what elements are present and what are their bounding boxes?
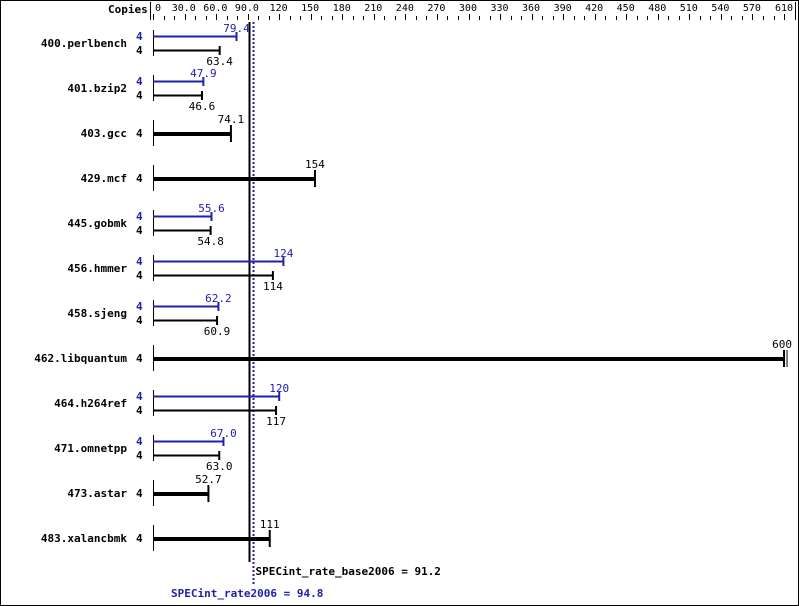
copies-base: 4: [136, 224, 143, 237]
base-value-label: 60.9: [204, 325, 231, 338]
benchmark-label: 464.h264ref: [54, 397, 127, 410]
benchmark-label: 473.astar: [67, 487, 127, 500]
base-value-label: 63.4: [206, 55, 233, 68]
benchmark-label: 400.perlbench: [41, 37, 127, 50]
copies-peak: 4: [136, 255, 143, 268]
base-value-label: 114: [263, 280, 283, 293]
base-summary-label: SPECint_rate_base2006 = 91.2: [256, 565, 441, 578]
benchmark-label: 403.gcc: [81, 127, 127, 140]
copies-base: 4: [136, 487, 143, 500]
benchmark-label: 458.sjeng: [67, 307, 127, 320]
copies-peak: 4: [136, 435, 143, 448]
tick-label: 360: [522, 3, 540, 14]
copies-base: 4: [136, 532, 143, 545]
tick-label: 180: [333, 3, 351, 14]
peak-value-label: 124: [273, 247, 293, 260]
peak-value-label: 67.0: [210, 427, 237, 440]
tick-label: 150: [301, 3, 319, 14]
copies-base: 4: [136, 352, 143, 365]
tick-label: 480: [648, 3, 666, 14]
tick-label: 300: [459, 3, 477, 14]
base-value-label: 46.6: [189, 100, 216, 113]
tick-label: 60.0: [203, 3, 227, 14]
tick-label: 450: [617, 3, 635, 14]
tick-label: 390: [554, 3, 572, 14]
copies-base: 4: [136, 172, 143, 185]
benchmark-label: 429.mcf: [81, 172, 127, 185]
base-value-label: 154: [305, 158, 325, 171]
benchmark-label: 462.libquantum: [34, 352, 127, 365]
tick-label: 210: [364, 3, 382, 14]
copies-base: 4: [136, 127, 143, 140]
base-value-label: 111: [260, 518, 280, 531]
copies-base: 4: [136, 449, 143, 462]
peak-value-label: 47.9: [190, 67, 217, 80]
tick-label: 510: [680, 3, 698, 14]
copies-base: 4: [136, 269, 143, 282]
tick-label: 90.0: [235, 3, 259, 14]
copies-base: 4: [136, 314, 143, 327]
base-value-label: 54.8: [197, 235, 224, 248]
copies-peak: 4: [136, 30, 143, 43]
benchmark-label: 445.gobmk: [67, 217, 127, 230]
copies-peak: 4: [136, 300, 143, 313]
tick-label: 570: [743, 3, 761, 14]
base-value-label: 600: [772, 338, 792, 351]
tick-label: 420: [585, 3, 603, 14]
copies-peak: 4: [136, 210, 143, 223]
benchmark-label: 401.bzip2: [67, 82, 127, 95]
tick-label: 270: [427, 3, 445, 14]
benchmark-label: 483.xalancbmk: [41, 532, 127, 545]
base-value-label: 63.0: [206, 460, 233, 473]
tick-label: 610: [775, 3, 793, 14]
base-value-label: 52.7: [195, 473, 222, 486]
peak-value-label: 79.4: [223, 22, 250, 35]
tick-label: 540: [711, 3, 729, 14]
peak-summary-label: SPECint_rate2006 = 94.8: [171, 587, 323, 600]
copies-peak: 4: [136, 390, 143, 403]
copies-peak: 4: [136, 75, 143, 88]
peak-value-label: 62.2: [205, 292, 232, 305]
base-value-label: 117: [266, 415, 286, 428]
peak-value-label: 120: [269, 382, 289, 395]
copies-base: 4: [136, 404, 143, 417]
tick-label: 0: [155, 3, 161, 14]
peak-value-label: 55.6: [198, 202, 225, 215]
tick-label: 240: [396, 3, 414, 14]
benchmark-label: 471.omnetpp: [54, 442, 127, 455]
benchmark-label: 456.hmmer: [67, 262, 127, 275]
base-value-label: 74.1: [218, 113, 245, 126]
tick-label: 330: [490, 3, 508, 14]
axis-header: Copies: [108, 3, 148, 16]
tick-label: 120: [270, 3, 288, 14]
copies-base: 4: [136, 89, 143, 102]
tick-label: 30.0: [172, 3, 196, 14]
copies-base: 4: [136, 44, 143, 57]
